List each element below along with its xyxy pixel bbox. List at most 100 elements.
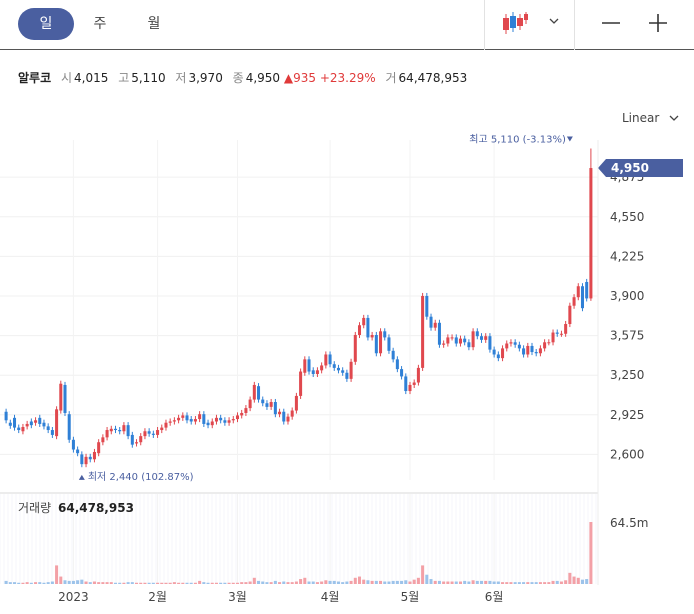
candle-body	[467, 342, 471, 348]
volume-bar	[454, 581, 458, 584]
tab-weekly[interactable]: 주	[93, 16, 107, 32]
volume-bar	[324, 580, 328, 584]
volume-bar	[496, 581, 500, 584]
volume-bar	[76, 580, 80, 584]
candle-body	[92, 451, 96, 460]
volume-bar	[488, 580, 492, 584]
candle-body	[97, 442, 101, 454]
tab-monthly[interactable]: 월	[147, 16, 161, 32]
candle-body	[278, 411, 282, 415]
candle-body	[303, 359, 307, 373]
volume-bar	[416, 577, 420, 584]
volume-bar	[522, 582, 526, 584]
chevron-down-icon[interactable]	[549, 15, 559, 28]
volume-bar	[442, 581, 446, 584]
plus-icon[interactable]	[644, 8, 674, 38]
candle-body	[442, 343, 446, 345]
candle-body	[294, 395, 298, 411]
stock-name: 알루코	[18, 71, 52, 85]
volume-bar	[67, 580, 71, 584]
candle-body	[349, 361, 353, 379]
candle-body	[261, 399, 265, 404]
volume-bar	[273, 580, 277, 584]
candle-body	[252, 384, 256, 400]
low-label: 저	[175, 71, 187, 85]
volume-bar	[164, 582, 168, 584]
time-axis: 2023 2월 3월 4월 5월 6월	[58, 590, 503, 604]
candle-body	[580, 286, 584, 309]
candle-body	[130, 434, 134, 445]
volume-bar	[450, 581, 454, 584]
scale-selector[interactable]: Linear	[622, 111, 679, 125]
volume-bar	[126, 582, 130, 584]
volume-bars	[4, 522, 593, 584]
volume-bar	[42, 582, 46, 584]
volume-bar	[55, 565, 59, 584]
volume-bar	[25, 582, 29, 584]
candle-body	[168, 421, 172, 423]
volume-bar	[202, 582, 206, 584]
volume-bar	[80, 579, 84, 584]
volume-bar	[21, 582, 25, 584]
volume-grid	[0, 494, 597, 584]
candle-body	[227, 420, 231, 423]
minus-icon[interactable]	[597, 8, 627, 38]
x-tick-label: 2월	[148, 590, 167, 604]
volume-bar	[210, 582, 214, 584]
candle-body	[458, 338, 462, 344]
volume-bar	[526, 582, 530, 584]
volume-bar	[509, 582, 513, 584]
candle-body	[530, 345, 534, 353]
candle-body	[13, 417, 17, 428]
candle-body	[143, 431, 147, 437]
tab-daily[interactable]: 일	[18, 8, 74, 40]
candles	[4, 148, 593, 468]
volume-bar	[568, 572, 572, 584]
volume-bar	[353, 577, 357, 584]
volume-bar	[513, 582, 517, 584]
candle-body	[395, 359, 399, 370]
candle-body	[193, 419, 197, 422]
candle-body	[412, 382, 416, 385]
candle-body	[484, 336, 488, 340]
candle-body	[496, 354, 500, 359]
volume-bar	[320, 581, 324, 584]
volume-bar	[278, 582, 282, 584]
volume-bar	[257, 580, 261, 584]
volume-bar	[135, 582, 139, 584]
volume-bar	[383, 581, 387, 584]
volume-bar	[357, 576, 362, 584]
candle-body	[38, 417, 42, 424]
volume-bar	[534, 582, 538, 584]
volume-bar	[168, 582, 172, 584]
volume-bar	[458, 581, 462, 584]
candle-body	[172, 420, 176, 422]
volume-bar	[290, 582, 294, 584]
low-value: 3,970	[188, 71, 223, 85]
candle-body	[572, 297, 576, 306]
close-value: 4,950	[245, 71, 281, 85]
candle-body	[559, 333, 563, 335]
volume-bar	[341, 582, 345, 584]
last-price-label: 4,950	[611, 161, 649, 175]
volume-bar	[315, 582, 319, 584]
volume-bar	[206, 582, 210, 584]
candle-body	[555, 332, 559, 334]
candle-body	[522, 348, 526, 355]
change-value: 935	[293, 71, 317, 85]
candle-body	[433, 322, 437, 328]
candle-body	[379, 331, 383, 354]
volume-bar	[433, 580, 437, 584]
volume-bar	[467, 581, 471, 584]
volume-bar	[345, 581, 349, 584]
volume-bar	[463, 580, 467, 584]
candlestick-icon[interactable]	[500, 10, 530, 38]
volume-bar	[181, 582, 185, 584]
volume-bar	[412, 579, 416, 584]
candle-body	[113, 428, 118, 431]
candle-body	[198, 414, 202, 420]
candle-body	[244, 408, 248, 413]
candle-body	[290, 410, 294, 417]
volume-bar	[261, 581, 265, 584]
